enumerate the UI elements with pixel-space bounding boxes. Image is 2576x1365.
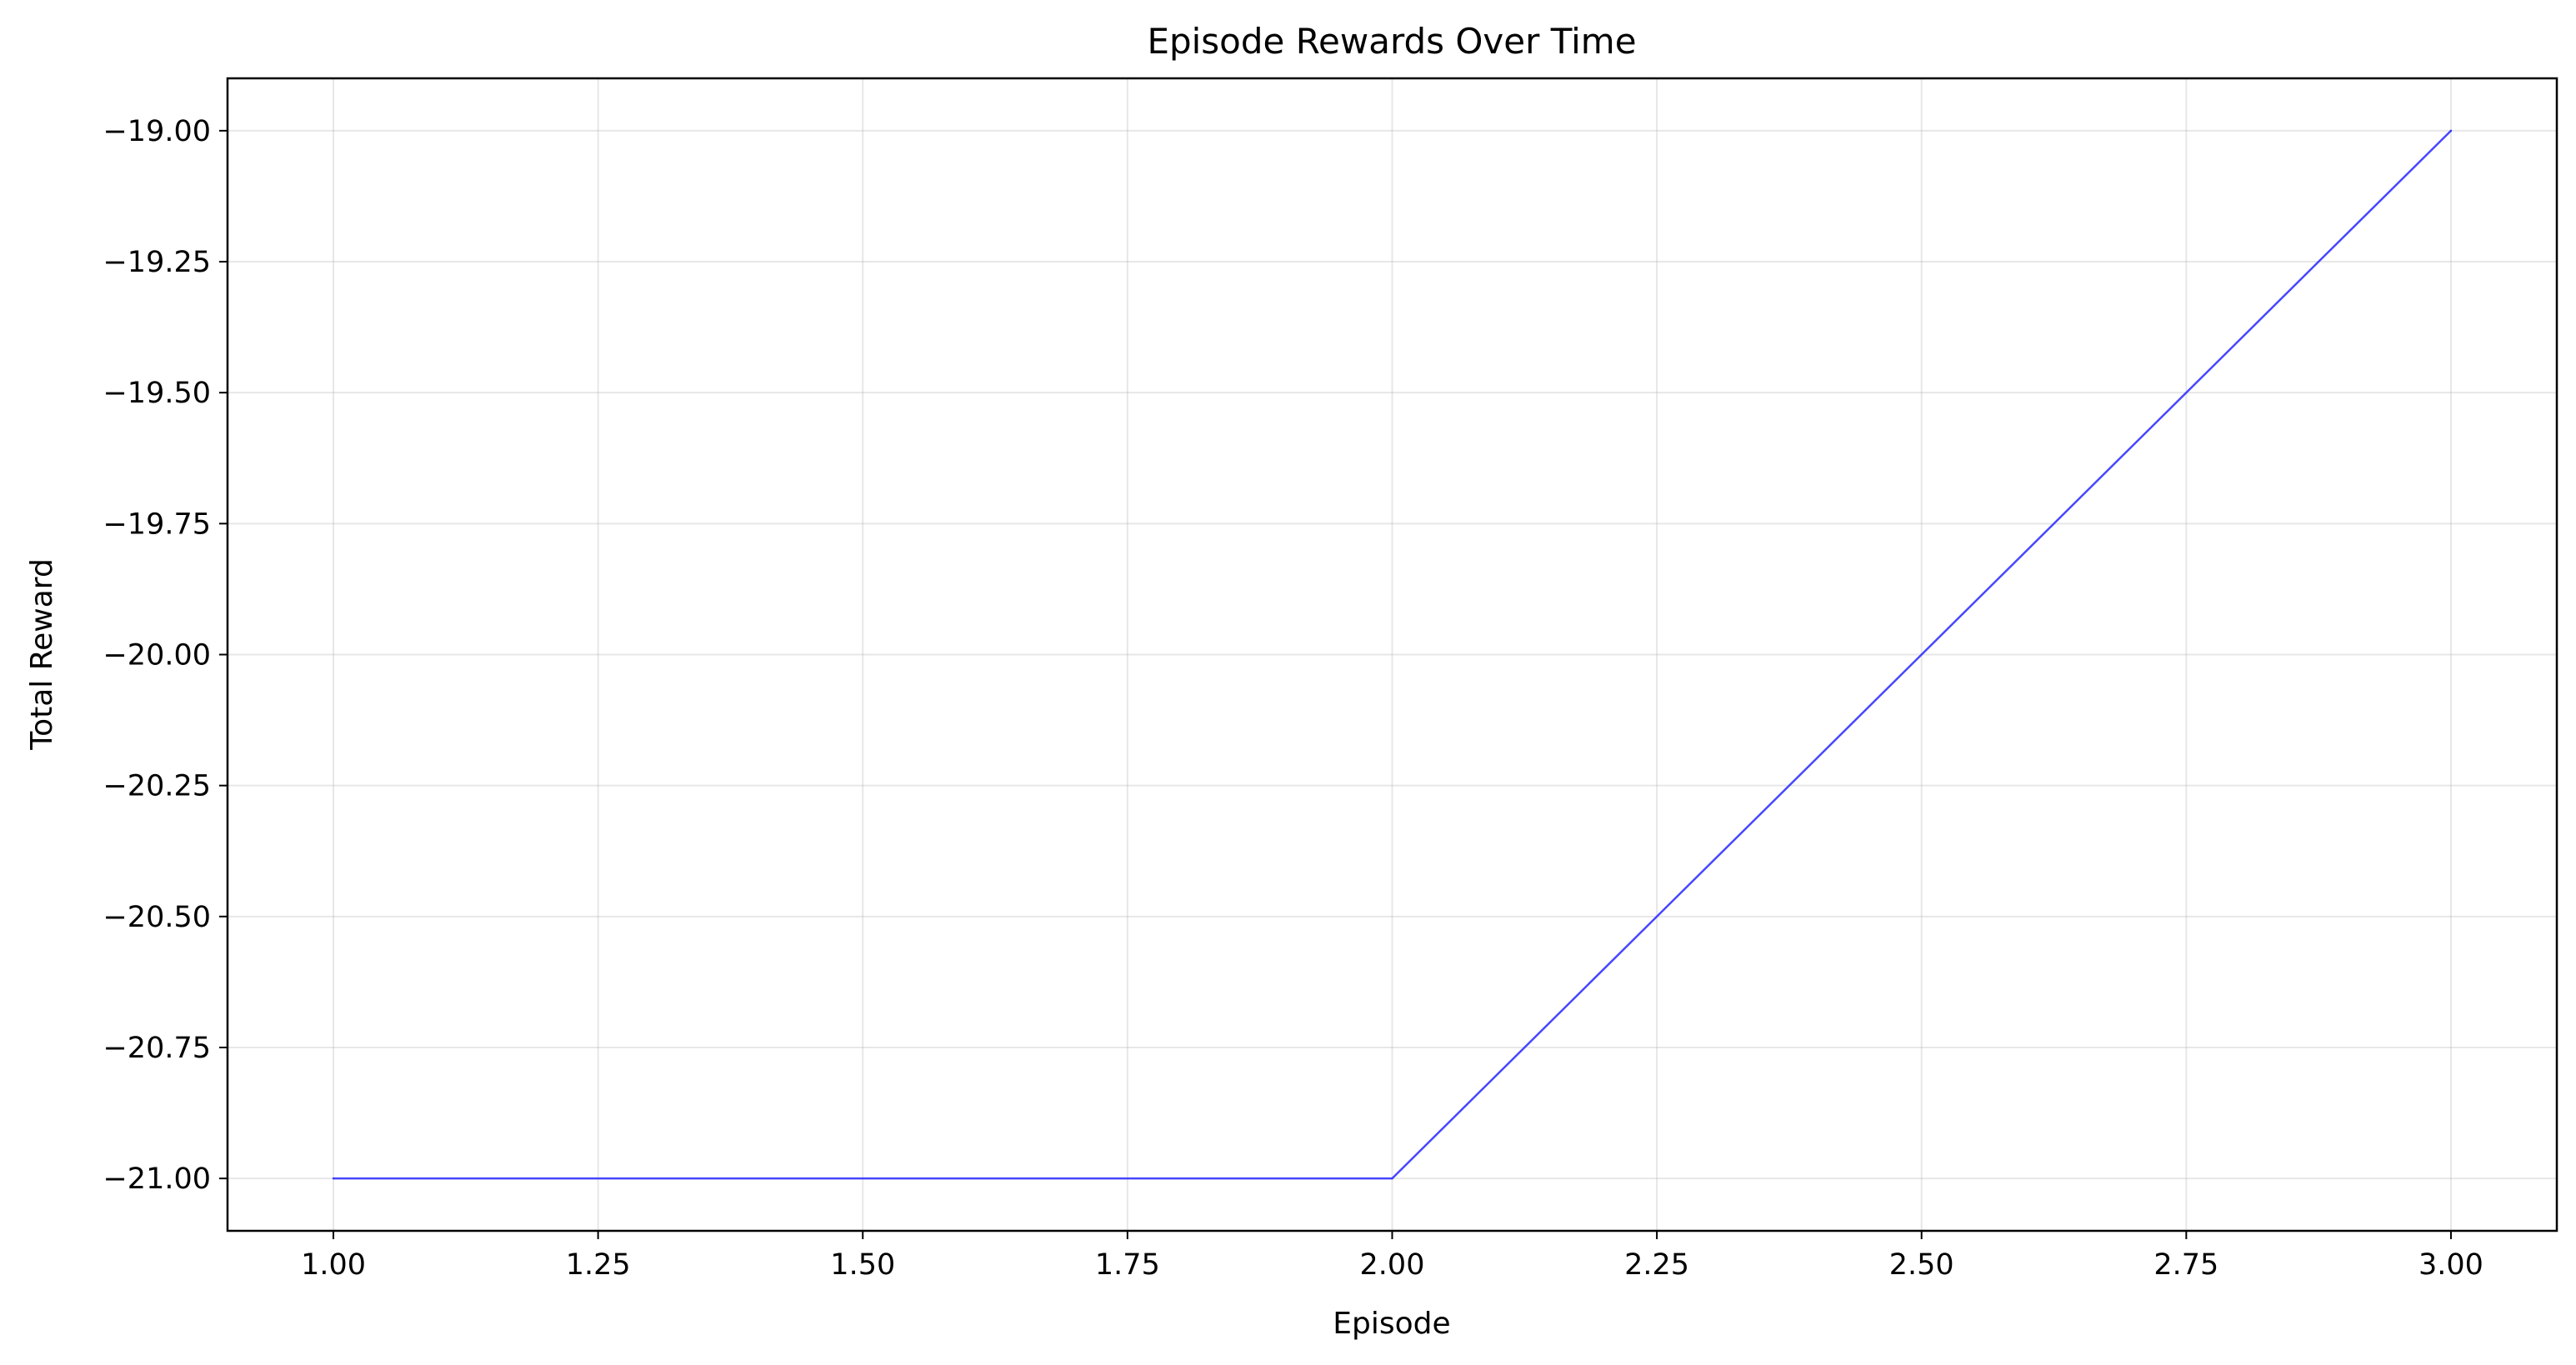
x-tick-label: 2.00 — [1360, 1248, 1425, 1282]
data-point — [1391, 1177, 1393, 1180]
y-tick-label: −19.00 — [103, 115, 211, 148]
x-tick-label: 1.00 — [301, 1248, 366, 1282]
x-tick-label: 2.25 — [1624, 1248, 1689, 1282]
data-point — [2449, 129, 2453, 132]
x-tick-label: 1.50 — [830, 1248, 895, 1282]
data-point — [332, 1177, 335, 1180]
y-tick-label: −20.25 — [103, 770, 211, 803]
y-tick-label: −21.00 — [103, 1162, 211, 1196]
series-layer — [332, 129, 2453, 1180]
x-tick-label: 1.75 — [1095, 1248, 1160, 1282]
x-tick-label: 1.25 — [566, 1248, 631, 1282]
y-axis: −19.00 −19.25 −19.50 −19.75 −20.00 −20.25 −20.… — [103, 115, 228, 1196]
x-axis-label: Episode — [1333, 1307, 1450, 1341]
x-tick-label: 3.00 — [2418, 1248, 2483, 1282]
y-axis-label: Total Reward — [25, 558, 59, 751]
y-tick-label: −19.25 — [103, 246, 211, 279]
y-tick-label: −20.00 — [103, 639, 211, 672]
x-axis: 1.00 1.25 1.50 1.75 2.00 2.25 2.50 2.75 3.00 — [301, 1231, 2483, 1282]
y-tick-label: −20.50 — [103, 901, 211, 934]
y-tick-label: −20.75 — [103, 1032, 211, 1065]
y-tick-label: −19.75 — [103, 508, 211, 541]
x-tick-label: 2.75 — [2153, 1248, 2218, 1282]
x-tick-label: 2.50 — [1889, 1248, 1954, 1282]
chart-title: Episode Rewards Over Time — [1147, 21, 1636, 62]
y-tick-label: −19.50 — [103, 377, 211, 410]
